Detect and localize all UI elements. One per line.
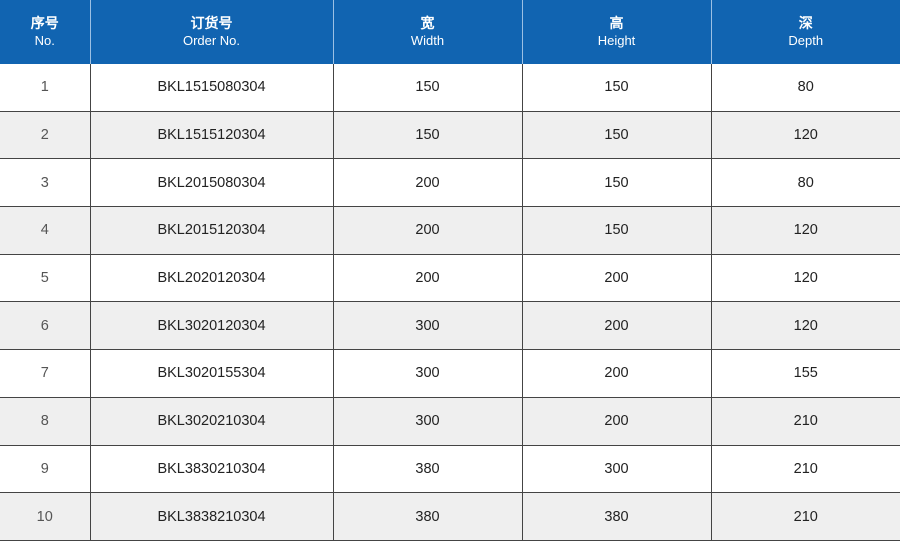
cell-height: 200 (521, 397, 711, 446)
cell-height: 150 (521, 111, 711, 160)
cell-width: 200 (332, 158, 522, 208)
cell-width: 200 (332, 254, 522, 303)
header-depth: 深 Depth (710, 0, 900, 64)
cell-height: 200 (521, 254, 711, 303)
cell-depth: 210 (710, 397, 900, 446)
cell-height: 200 (521, 349, 711, 398)
cell-depth: 120 (710, 301, 900, 351)
cell-order-no: BKL3830210304 (89, 445, 333, 494)
table-row: 3 BKL2015080304 200 150 80 (0, 158, 900, 208)
cell-order-no: BKL3020210304 (89, 397, 333, 446)
cell-no: 2 (0, 111, 90, 160)
cell-depth: 155 (710, 349, 900, 398)
header-width: 宽 Width (332, 0, 522, 64)
cell-order-no: BKL2015080304 (89, 158, 333, 208)
cell-order-no: BKL1515080304 (89, 64, 333, 112)
header-no: 序号 No. (0, 0, 90, 64)
header-label-en: No. (34, 33, 55, 48)
cell-width: 300 (332, 349, 522, 398)
cell-height: 200 (521, 301, 711, 351)
table-row: 1 BKL1515080304 150 150 80 (0, 64, 900, 112)
cell-no: 3 (0, 158, 90, 208)
cell-no: 4 (0, 206, 90, 255)
table-row: 4 BKL2015120304 200 150 120 (0, 206, 900, 255)
header-row: 序号 No. 订货号 Order No. 宽 Width 高 Height 深 Depth (0, 0, 900, 64)
cell-width: 300 (332, 301, 522, 351)
table-row: 10 BKL3838210304 380 380 210 (0, 492, 900, 541)
cell-order-no: BKL3838210304 (89, 492, 333, 541)
cell-order-no: BKL3020120304 (89, 301, 333, 351)
header-label-zh: 深 (798, 15, 813, 31)
cell-depth: 210 (710, 445, 900, 494)
cell-width: 300 (332, 397, 522, 446)
header-label-en: Depth (788, 33, 824, 48)
table-row: 9 BKL3830210304 380 300 210 (0, 445, 900, 494)
cell-order-no: BKL2015120304 (89, 206, 333, 255)
cell-no: 10 (0, 492, 90, 541)
cell-width: 380 (332, 492, 522, 541)
table-row: 2 BKL1515120304 150 150 120 (0, 111, 900, 160)
header-label-zh: 高 (609, 15, 624, 31)
cell-no: 6 (0, 301, 90, 351)
cell-no: 8 (0, 397, 90, 446)
table-row: 8 BKL3020210304 300 200 210 (0, 397, 900, 446)
cell-depth: 80 (710, 64, 900, 112)
cell-width: 150 (332, 111, 522, 160)
cell-width: 150 (332, 64, 522, 112)
cell-height: 150 (521, 206, 711, 255)
table-row: 6 BKL3020120304 300 200 120 (0, 301, 900, 351)
cell-no: 1 (0, 64, 90, 112)
table-row: 7 BKL3020155304 300 200 155 (0, 349, 900, 398)
cell-height: 300 (521, 445, 711, 494)
header-label-zh: 宽 (420, 15, 435, 31)
cell-width: 380 (332, 445, 522, 494)
header-height: 高 Height (521, 0, 711, 64)
cell-depth: 80 (710, 158, 900, 208)
header-label-en: Width (410, 33, 445, 48)
cell-width: 200 (332, 206, 522, 255)
cell-no: 5 (0, 254, 90, 303)
cell-depth: 120 (710, 111, 900, 160)
cell-height: 150 (521, 64, 711, 112)
cell-order-no: BKL1515120304 (89, 111, 333, 160)
cell-depth: 120 (710, 254, 900, 303)
header-label-en: Order No. (182, 33, 241, 48)
cell-no: 7 (0, 349, 90, 398)
cell-order-no: BKL3020155304 (89, 349, 333, 398)
cell-no: 9 (0, 445, 90, 494)
cell-depth: 210 (710, 492, 900, 541)
table-row: 5 BKL2020120304 200 200 120 (0, 254, 900, 303)
header-label-en: Height (597, 33, 636, 48)
header-label-zh: 序号 (30, 15, 59, 31)
cell-height: 380 (521, 492, 711, 541)
cell-depth: 120 (710, 206, 900, 255)
header-label-zh: 订货号 (190, 15, 233, 31)
header-order-no: 订货号 Order No. (89, 0, 333, 64)
cell-order-no: BKL2020120304 (89, 254, 333, 303)
cell-height: 150 (521, 158, 711, 208)
